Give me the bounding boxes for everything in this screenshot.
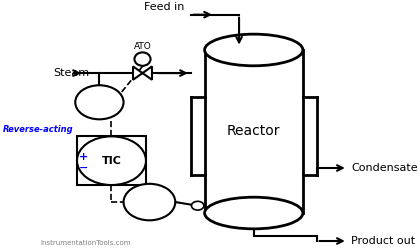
Polygon shape — [133, 66, 142, 80]
Bar — [205, 50, 303, 213]
Text: Reactor: Reactor — [227, 124, 281, 138]
Text: Steam: Steam — [53, 68, 89, 78]
Text: Condensate: Condensate — [351, 163, 418, 173]
Bar — [77, 136, 146, 185]
Ellipse shape — [205, 197, 303, 229]
Circle shape — [192, 201, 204, 210]
Text: +: + — [79, 152, 88, 162]
Text: Feed in: Feed in — [144, 2, 184, 12]
Circle shape — [123, 184, 175, 220]
Text: −: − — [79, 163, 88, 173]
Ellipse shape — [134, 52, 151, 66]
Text: InstrumentationTools.com: InstrumentationTools.com — [41, 240, 131, 246]
Ellipse shape — [205, 34, 303, 66]
Text: TT: TT — [142, 197, 157, 207]
Text: Product out: Product out — [351, 236, 415, 246]
Polygon shape — [142, 66, 152, 80]
Text: Reverse-acting: Reverse-acting — [3, 125, 73, 134]
Circle shape — [77, 136, 146, 185]
Text: Setpoint: Setpoint — [81, 152, 107, 157]
Circle shape — [75, 85, 123, 119]
Text: ATO: ATO — [134, 42, 151, 51]
Text: TV: TV — [91, 97, 108, 107]
Text: TIC: TIC — [102, 156, 121, 166]
